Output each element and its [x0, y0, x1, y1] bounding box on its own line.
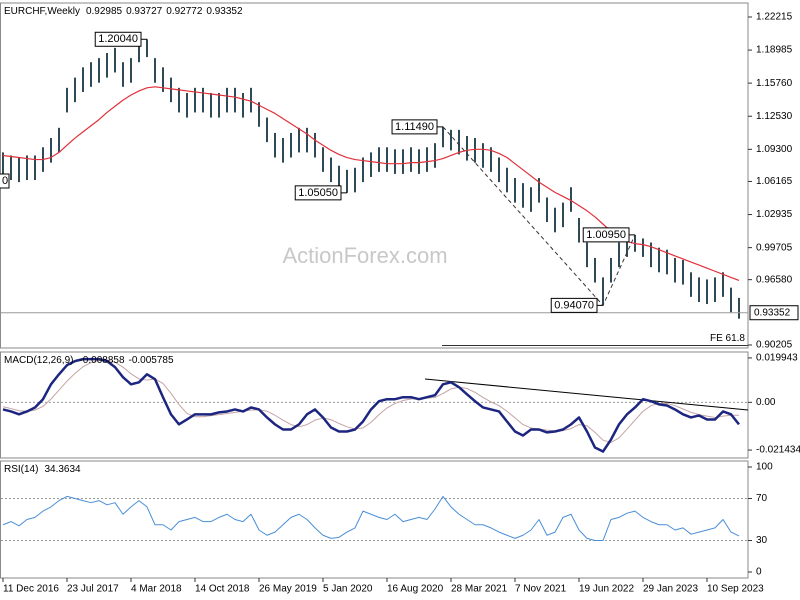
- panel-frame: [0, 460, 749, 579]
- x-tick-label: 26 May 2019: [259, 584, 317, 595]
- y-tick-label: 0.00: [756, 397, 776, 408]
- header-value: 34.3634: [44, 464, 81, 475]
- x-tick-label: 28 Mar 2021: [451, 584, 508, 595]
- x-tick-label: 7 Nov 2021: [515, 584, 567, 595]
- annotation-label: 1.00950: [586, 229, 626, 241]
- y-tick-label: 1.22215: [756, 12, 793, 23]
- last-price-label: 0.93352: [754, 307, 791, 318]
- y-tick-label: 1.06165: [756, 176, 793, 187]
- annotation: 1.20040: [94, 31, 147, 47]
- y-tick-label: 0.96580: [756, 274, 793, 285]
- x-tick-label: 4 Mar 2018: [131, 584, 182, 595]
- header-value: 0.92985: [86, 6, 123, 17]
- x-tick-label: 14 Oct 2018: [195, 584, 250, 595]
- panel-title: MACD(12,26,9): [4, 355, 73, 366]
- last-price-box: [749, 305, 799, 321]
- x-tick-label: 19 Jun 2022: [579, 584, 634, 595]
- annotation-label: 1.11490: [395, 121, 434, 133]
- y-tick-label: 0.99705: [756, 242, 793, 253]
- panel-header: RSI(14) 34.3634: [4, 464, 81, 475]
- annotation: 1.11490: [391, 119, 443, 135]
- x-tick-label: 11 Dec 2016: [3, 584, 59, 595]
- macd-line: [2, 357, 740, 453]
- annotation: 0.94070: [550, 297, 603, 313]
- x-tick-label: 23 Jul 2017: [67, 584, 119, 595]
- signal-line: [2, 359, 739, 443]
- y-tick-label: 70: [756, 493, 768, 504]
- y-tick-label: 30: [756, 535, 768, 546]
- y-tick-label: 1.09300: [756, 144, 793, 155]
- trend-line: [424, 378, 749, 411]
- annotation: 1.00950: [582, 227, 635, 243]
- annotation: 1.05050: [294, 185, 347, 201]
- fe-label: FE 61.8: [710, 333, 745, 344]
- header-value: -0.005785: [129, 355, 174, 366]
- panel-title: RSI(14): [4, 464, 38, 475]
- x-tick-label: 29 Jan 2023: [643, 584, 698, 595]
- header-value: -0.008858: [79, 355, 124, 366]
- annotation-label: 1.05050: [298, 187, 338, 199]
- rsi-line: [2, 495, 740, 542]
- x-tick-label: 5 Jan 2020: [323, 584, 373, 595]
- panel-frame: [0, 351, 749, 459]
- header-value: 0.93352: [206, 6, 243, 17]
- panel-title: EURCHF,Weekly: [4, 6, 80, 17]
- y-tick-label: 100: [756, 462, 773, 473]
- y-tick-label: -0.021434: [756, 445, 800, 456]
- panel-frame: [0, 2, 749, 349]
- y-tick-label: 1.02935: [756, 209, 793, 220]
- y-tick-label: 1.15760: [756, 78, 793, 89]
- y-tick-label: 0.90205: [756, 340, 793, 351]
- panel-header: MACD(12,26,9) -0.008858 -0.005785: [4, 355, 174, 366]
- projection-line: [442, 126, 636, 307]
- edge-label: 0: [2, 175, 8, 187]
- annotation-label: 0.94070: [554, 299, 594, 311]
- x-tick-label: 10 Sep 2023: [707, 584, 764, 595]
- watermark: ActionForex.com: [282, 243, 447, 268]
- x-tick-label: 16 Aug 2020: [387, 584, 444, 595]
- panel-header: EURCHF,Weekly 0.92985 0.93727 0.92772 0.9335…: [4, 6, 243, 17]
- header-value: 0.92772: [166, 6, 203, 17]
- y-tick-label: 0: [756, 567, 762, 578]
- y-tick-label: 1.18985: [756, 45, 793, 56]
- y-tick-label: 0.019943: [756, 353, 798, 364]
- y-tick-label: 1.12530: [756, 111, 793, 122]
- header-value: 0.93727: [126, 6, 163, 17]
- annotation-label: 1.20040: [98, 33, 138, 45]
- edge-box: [0, 173, 10, 189]
